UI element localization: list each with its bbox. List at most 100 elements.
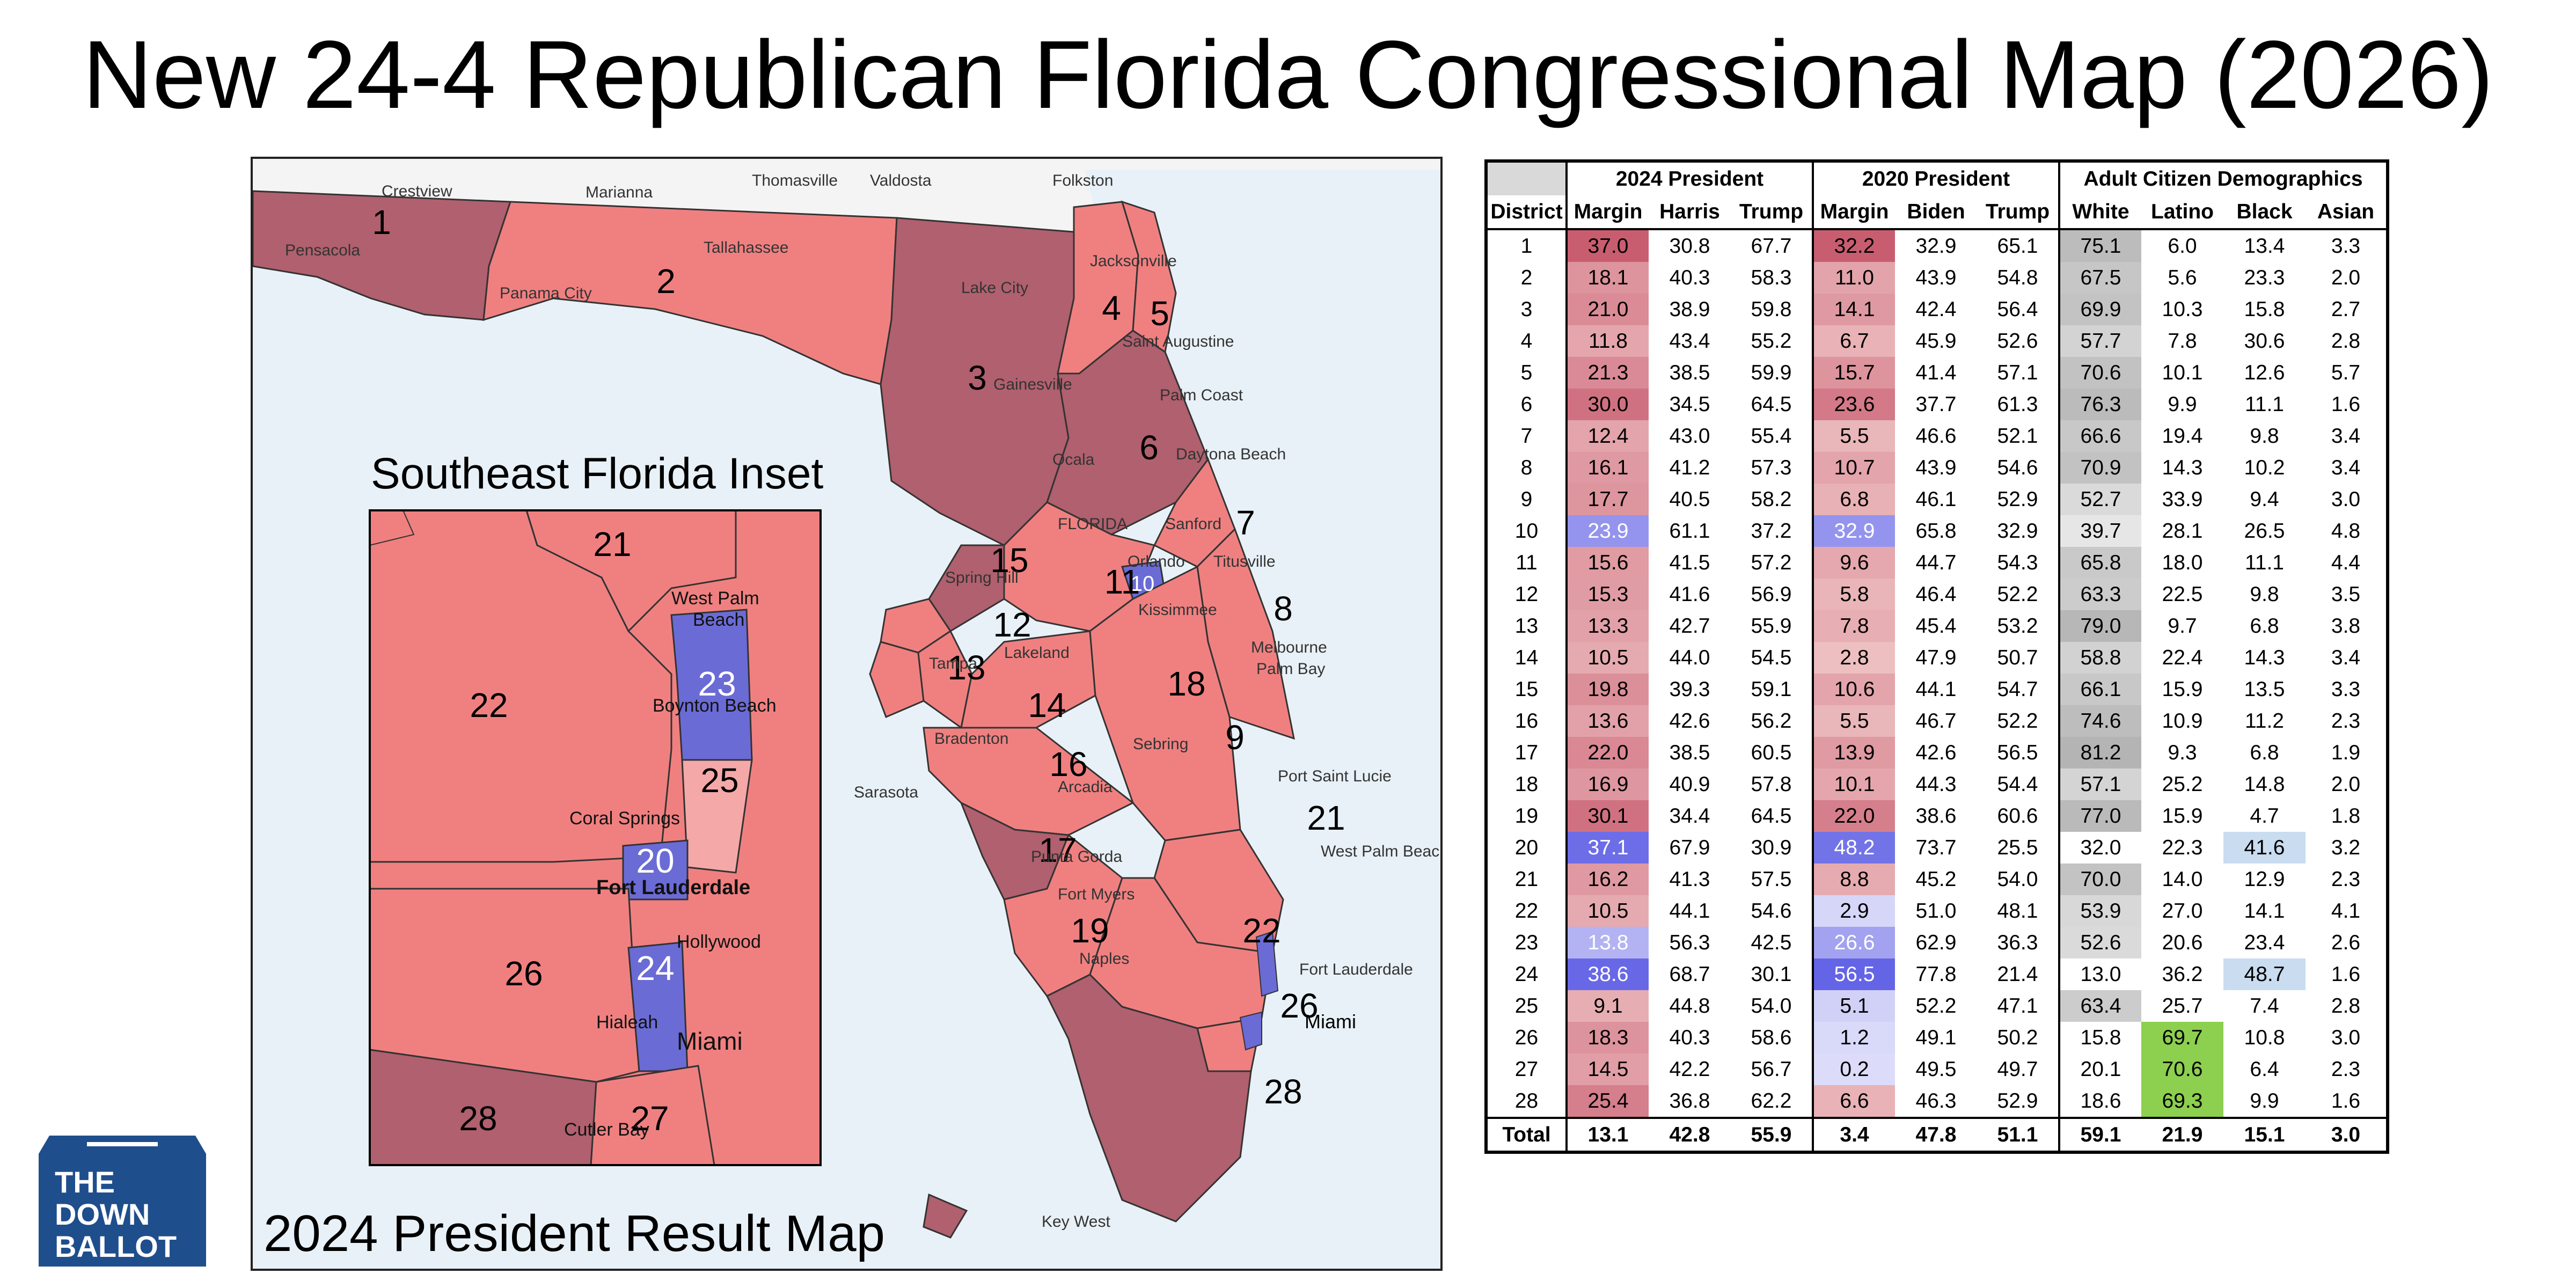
value-cell: 10.3 [2162, 297, 2203, 321]
inset-label: 27 [631, 1099, 669, 1138]
value-cell: 52.9 [1997, 487, 2038, 511]
table-body: 1 37.0 30.8 67.7 32.2 32.9 65.1 75.1 6.0 13.4 3.3 2… [1486, 229, 2388, 1152]
page-title: New 24-4 Republican Florida Congressiona… [82, 21, 2494, 129]
value-cell: 30.1 [1565, 800, 1649, 832]
value-cell: 2.3 [2331, 867, 2361, 891]
table-row: 6 30.0 34.5 64.5 23.6 37.7 61.3 76.3 9.9 11.1 1.6 [1486, 389, 2388, 420]
district-cell: 21 [1514, 867, 1539, 891]
value-cell: 38.6 [1565, 958, 1649, 990]
value-cell: 49.7 [1997, 1057, 2038, 1081]
value-cell: 36.8 [1669, 1089, 1710, 1113]
value-cell: 2.9 [1812, 895, 1895, 927]
map-label: 11 [1104, 562, 1140, 601]
district-cell: 28 [1514, 1089, 1539, 1113]
city-label: Tampa [929, 655, 977, 672]
inset-border [369, 509, 822, 1166]
table-row: 16 13.6 42.6 56.2 5.5 46.7 52.2 74.6 10.9 11.2 2.3 [1486, 705, 2388, 737]
inset-label: 26 [504, 954, 543, 993]
district-15-shape [928, 544, 1005, 633]
value-cell: 18.0 [2162, 551, 2203, 574]
city-label: Daytona Beach [1176, 445, 1286, 463]
map-label: 13 [947, 648, 985, 687]
district-cell: 11 [1516, 551, 1538, 574]
value-cell: 67.5 [2058, 262, 2141, 294]
total-row: Total 13.1 42.8 55.9 3.4 47.8 51.1 59.1 21.9 15.1… [1486, 1117, 2388, 1152]
value-cell: 37.1 [1565, 832, 1649, 863]
value-cell: 54.0 [1997, 867, 2038, 891]
value-cell: 9.4 [2250, 487, 2279, 511]
inset-label: 22 [470, 686, 508, 724]
value-cell: 1.6 [2331, 1089, 2361, 1113]
district-cell: 22 [1514, 899, 1539, 923]
value-cell: 22.3 [2162, 836, 2203, 859]
results-table: 2024 President 2020 President Adult Citi… [1484, 159, 2389, 1263]
value-cell: 10.9 [2162, 709, 2203, 733]
value-cell: 13.4 [2244, 234, 2285, 258]
value-cell: 54.6 [1751, 899, 1792, 923]
value-cell: 26.6 [1812, 927, 1895, 958]
value-cell: 25.5 [1997, 836, 2038, 859]
district-cell: 9 [1520, 487, 1533, 511]
value-cell: 17.7 [1565, 484, 1649, 515]
city-label: Arcadia [1058, 778, 1113, 796]
value-cell: 30.0 [1565, 389, 1649, 420]
value-cell: 51.0 [1915, 899, 1957, 923]
district-24-shape [1239, 1011, 1262, 1051]
map-label: 15 [990, 541, 1028, 580]
map-label: 17 [1038, 831, 1077, 869]
value-cell: 36.3 [1997, 931, 2038, 954]
district-table: 2024 President 2020 President Adult Citi… [1484, 159, 2389, 1154]
map-label: 1 [372, 203, 391, 241]
city-label: Folkston [1052, 172, 1113, 189]
value-cell: 46.4 [1915, 582, 1957, 606]
value-cell: 3.4 [2331, 646, 2361, 669]
district-cell: 5 [1520, 361, 1533, 384]
value-cell: 3.8 [2331, 614, 2361, 638]
table-row: 13 13.3 42.7 55.9 7.8 45.4 53.2 79.0 9.7 6.8 3.8 [1486, 610, 2388, 642]
value-cell: 10.6 [1812, 674, 1895, 705]
value-cell: 3.5 [2331, 582, 2361, 606]
value-cell: 66.1 [2058, 674, 2141, 705]
value-cell: 58.3 [1751, 266, 1792, 289]
value-cell: 52.2 [1997, 582, 2038, 606]
value-cell: 21.0 [1565, 294, 1649, 325]
value-cell: 10.8 [2244, 1026, 2285, 1049]
value-cell: 11.8 [1565, 325, 1649, 357]
table-row: 2 18.1 40.3 58.3 11.0 43.9 54.8 67.5 5.6 23.3 2.0 [1486, 262, 2388, 294]
value-cell: 43.9 [1915, 456, 1957, 479]
value-cell: 41.6 [2223, 832, 2306, 863]
value-cell: 26.5 [2244, 519, 2285, 543]
city-label: Lake City [961, 279, 1028, 297]
value-cell: 3.4 [2331, 424, 2361, 448]
value-cell: 13.1 [1565, 1117, 1649, 1152]
value-cell: 23.6 [1812, 389, 1895, 420]
district-cell: 2 [1520, 266, 1533, 289]
value-cell: 59.8 [1751, 297, 1792, 321]
value-cell: 3.2 [2331, 836, 2361, 859]
value-cell: 2.3 [2331, 1057, 2361, 1081]
map-label: 21 [1307, 799, 1345, 837]
value-cell: 6.8 [2250, 614, 2279, 638]
value-cell: 81.2 [2058, 737, 2141, 769]
city-label: Sarasota [854, 784, 918, 801]
value-cell: 18.6 [2058, 1085, 2141, 1118]
value-cell: 38.9 [1669, 297, 1710, 321]
value-cell: 18.3 [1565, 1022, 1649, 1053]
value-cell: 56.7 [1751, 1057, 1792, 1081]
value-cell: 0.2 [1812, 1053, 1895, 1085]
value-cell: 41.6 [1669, 582, 1710, 606]
value-cell: 69.9 [2058, 294, 2141, 325]
value-cell: 75.1 [2058, 229, 2141, 262]
inset-label: 25 [700, 761, 738, 800]
district-cell: 12 [1514, 582, 1539, 606]
value-cell: 44.1 [1669, 899, 1710, 923]
value-cell: 41.3 [1669, 867, 1710, 891]
value-cell: 16.2 [1565, 863, 1649, 895]
map-label: 18 [1167, 664, 1205, 703]
value-cell: 3.3 [2331, 677, 2361, 701]
city-label: Melbourne [1251, 639, 1327, 656]
map-svg: 1 2 3 4 5 6 7 8 9 10 11 12 13 14 15 16 1… [253, 159, 1440, 1239]
map-label: 19 [1071, 911, 1109, 950]
table-row: 4 11.8 43.4 55.2 6.7 45.9 52.6 57.7 7.8 30.6 2.8 [1486, 325, 2388, 357]
district-cell: 25 [1514, 994, 1539, 1018]
